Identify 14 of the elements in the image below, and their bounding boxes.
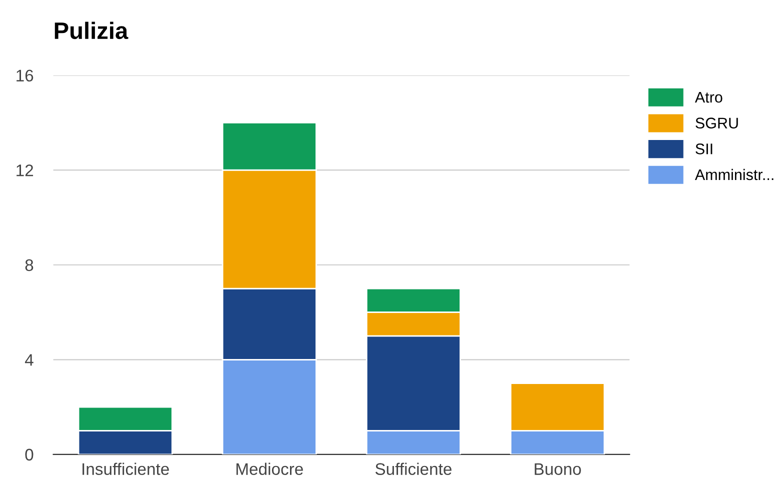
x-tick-label: Insufficiente bbox=[82, 462, 169, 475]
legend-label: SII bbox=[696, 143, 712, 154]
x-tick-label: Sufficiente bbox=[375, 462, 452, 475]
legend-label: Atro bbox=[694, 92, 722, 103]
y-tick-label: 12 bbox=[16, 164, 34, 176]
x-tick-label: Mediocre bbox=[236, 462, 303, 475]
legend-label: Amministr... bbox=[694, 168, 774, 180]
y-tick-label: 8 bbox=[25, 259, 34, 272]
chart-title: Pulizia bbox=[54, 22, 128, 40]
legend-label: SGRU bbox=[696, 118, 738, 128]
y-tick-label: 4 bbox=[24, 354, 34, 366]
x-tick-label: Buono bbox=[534, 463, 581, 475]
y-tick-label: 0 bbox=[25, 448, 34, 461]
y-tick-label: 16 bbox=[16, 70, 34, 82]
